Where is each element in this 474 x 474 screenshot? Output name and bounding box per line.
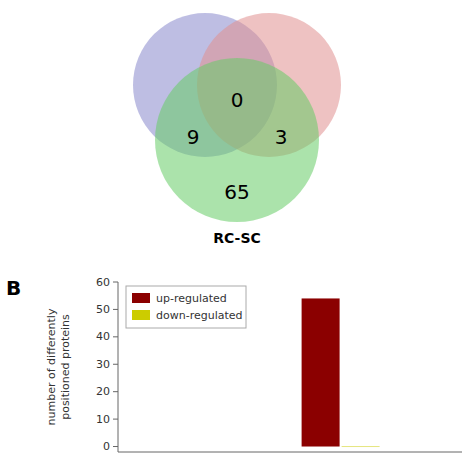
y-tick-label: 30 bbox=[96, 358, 110, 371]
y-tick bbox=[113, 446, 118, 447]
venn-set-label: RC-SC bbox=[213, 230, 261, 246]
y-tick bbox=[113, 282, 118, 283]
legend-swatch bbox=[132, 293, 150, 303]
bar bbox=[302, 298, 340, 446]
legend-label: up-regulated bbox=[156, 292, 227, 305]
y-tick-label: 20 bbox=[96, 385, 110, 398]
y-axis-label-line: number of differently bbox=[45, 308, 58, 425]
panel-label: B bbox=[6, 276, 21, 300]
y-tick bbox=[113, 336, 118, 337]
y-axis-label: number of differentlypositioned proteins bbox=[45, 308, 71, 425]
legend-box bbox=[126, 286, 246, 328]
venn-count: 65 bbox=[224, 180, 249, 204]
bar bbox=[342, 446, 380, 448]
venn-count: 3 bbox=[275, 125, 288, 149]
chart-root: 0 9 3 65 RC-SC Bnumber of differentlyposition… bbox=[0, 0, 474, 474]
y-tick-label: 40 bbox=[96, 330, 110, 343]
y-tick-label: 0 bbox=[103, 440, 110, 453]
venn-circle bbox=[155, 58, 319, 222]
legend: up-regulated down-regulated bbox=[126, 286, 246, 328]
y-tick bbox=[113, 391, 118, 392]
y-tick bbox=[113, 419, 118, 420]
y-axis-label-line: positioned proteins bbox=[59, 314, 72, 420]
y-axis-line bbox=[118, 282, 119, 452]
y-tick-label: 60 bbox=[96, 276, 110, 289]
bars bbox=[302, 298, 380, 447]
y-tick-label: 10 bbox=[96, 413, 110, 426]
y-tick bbox=[113, 309, 118, 310]
bar-chart: Bnumber of differentlypositioned protein… bbox=[6, 276, 462, 454]
venn: 0 9 3 65 RC-SC bbox=[133, 13, 341, 246]
venn-count: 0 bbox=[231, 88, 244, 112]
y-tick bbox=[113, 364, 118, 365]
x-axis-line bbox=[118, 452, 462, 453]
y-tick-label: 50 bbox=[96, 303, 110, 316]
legend-label: down-regulated bbox=[156, 309, 243, 322]
venn-count: 9 bbox=[187, 125, 200, 149]
legend-swatch bbox=[132, 310, 150, 320]
